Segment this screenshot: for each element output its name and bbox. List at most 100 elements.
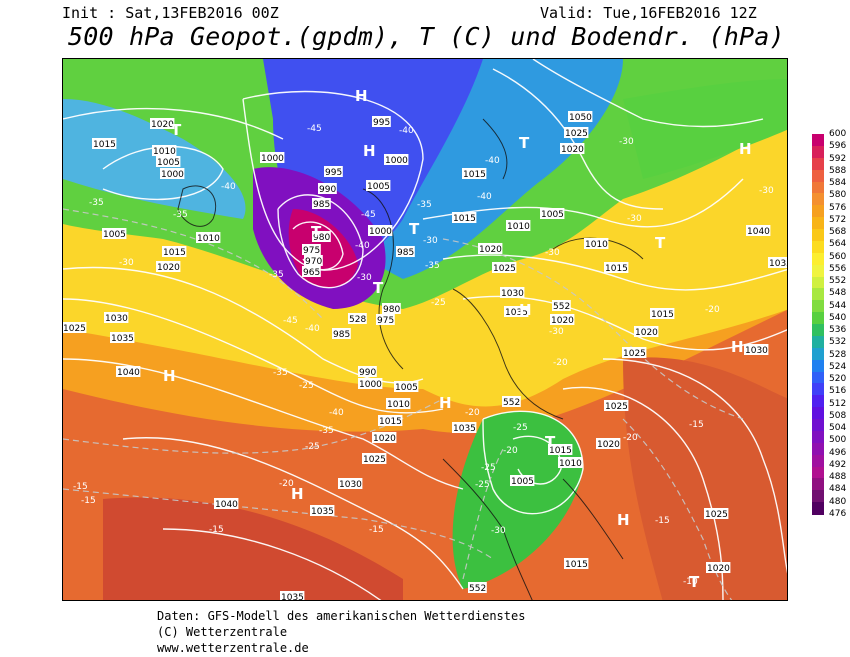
isotherm-label: -30 [357,273,372,283]
svg-text:H: H [519,301,532,319]
colorbar-segment [812,442,824,456]
isobar-label: 1020 [156,261,181,273]
isobar-label: 1000 [160,168,185,180]
isobar-label: 1015 [604,262,629,274]
colorbar-label: 600 [829,129,847,139]
svg-text:1010: 1010 [197,234,220,244]
isobar-label: 1025 [362,453,387,465]
colorbar-label: 500 [829,435,847,446]
isobar-label: 1010 [386,398,411,410]
svg-text:1015: 1015 [605,264,628,274]
high-pressure-marker: H [291,485,304,503]
svg-text:H: H [739,140,752,158]
svg-text:1030: 1030 [105,314,128,324]
svg-text:-40: -40 [305,324,320,334]
isotherm-label: -40 [355,241,370,251]
isotherm-label: -35 [417,200,432,210]
credits: Daten: GFS-Modell des amerikanischen Wet… [157,608,525,656]
svg-text:-25: -25 [475,480,490,490]
svg-text:1005: 1005 [103,230,126,240]
svg-text:-30: -30 [357,273,372,283]
colorbar-label: 508 [829,410,847,421]
svg-text:T: T [545,433,556,451]
isobar-label: 1025 [604,400,629,412]
colorbar [812,134,824,515]
svg-text:985: 985 [313,200,330,210]
svg-text:1010: 1010 [585,240,608,250]
isobar-label: 1020 [150,118,175,130]
svg-text:1020: 1020 [597,440,620,450]
isobar-label: 990 [358,366,377,378]
svg-text:T: T [655,234,666,252]
svg-text:-40: -40 [329,408,344,418]
isobar-label: 1035 [310,505,335,517]
isobar-label: 1020 [596,438,621,450]
svg-text:1005: 1005 [367,182,390,192]
svg-text:1015: 1015 [163,248,186,258]
svg-text:-35: -35 [273,368,288,378]
colorbar-segment [812,359,824,372]
isobar-label: 1000 [260,152,285,164]
colorbar-segment [812,300,824,313]
colorbar-segment [812,430,824,444]
svg-text:1020: 1020 [635,328,658,338]
svg-text:H: H [163,367,176,385]
credits-line-3[interactable]: www.wetterzentrale.de [157,641,309,655]
colorbar-label: 488 [829,472,847,483]
colorbar-segment [812,335,824,349]
colorbar-segment [812,502,824,515]
isobar-label: 1000 [368,225,393,237]
svg-text:-25: -25 [481,463,496,473]
svg-text:-45: -45 [307,124,322,134]
svg-text:-25: -25 [431,298,446,308]
isotherm-label: -20 [705,305,720,315]
svg-text:1030: 1030 [339,480,362,490]
isobar-label: 1035 [768,257,787,269]
svg-text:1035: 1035 [453,424,476,434]
isobar-label: 1040 [214,498,239,510]
svg-text:1020: 1020 [157,263,180,273]
svg-text:1025: 1025 [493,264,516,274]
svg-text:985: 985 [397,248,414,258]
isobar-label: 1040 [746,225,771,237]
svg-text:1020: 1020 [551,316,574,326]
colorbar-label: 592 [829,153,847,164]
isobar-label: 1005 [366,180,391,192]
svg-text:1000: 1000 [261,154,284,164]
svg-text:1000: 1000 [385,156,408,166]
svg-text:980: 980 [313,233,330,243]
high-pressure-marker: H [439,394,452,412]
low-pressure-marker: T [655,234,666,252]
valid-time: Valid: Tue,16FEB2016 12Z [540,4,757,22]
svg-text:H: H [291,485,304,503]
isobar-label: 1010 [196,232,221,244]
svg-text:T: T [519,134,530,152]
svg-text:980: 980 [383,305,400,315]
svg-text:T: T [409,220,420,238]
isobar-label: 980 [312,231,331,243]
colorbar-label: 588 [829,165,847,176]
isobar-label: 990 [318,183,337,195]
weather-map[interactable]: 1020 1015 1010 1005 1000 1005 1015 1020 1010 1000… [62,58,788,601]
svg-text:1000: 1000 [161,170,184,180]
svg-text:1025: 1025 [605,402,628,412]
isobar-label: 1020 [634,326,659,338]
colorbar-segment [812,264,824,277]
isotherm-label: -30 [619,137,634,147]
svg-text:-15: -15 [369,525,384,535]
svg-text:-20: -20 [279,479,294,489]
svg-text:-15: -15 [209,525,224,535]
isobar-label: 985 [396,246,415,258]
colorbar-segment [812,217,824,230]
svg-text:-40: -40 [399,126,414,136]
svg-text:-30: -30 [627,214,642,224]
isobar-label: 1040 [116,366,141,378]
isobar-label: 1035 [504,306,529,318]
svg-text:990: 990 [359,368,376,378]
svg-text:-35: -35 [173,210,188,220]
svg-text:-45: -45 [361,210,376,220]
isotherm-label: -35 [273,368,288,378]
geopotential-label: 552 [468,582,487,594]
isobar-label: 1010 [152,145,177,157]
map-fields: 1020 1015 1010 1005 1000 1005 1015 1020 1010 1000… [63,59,787,600]
